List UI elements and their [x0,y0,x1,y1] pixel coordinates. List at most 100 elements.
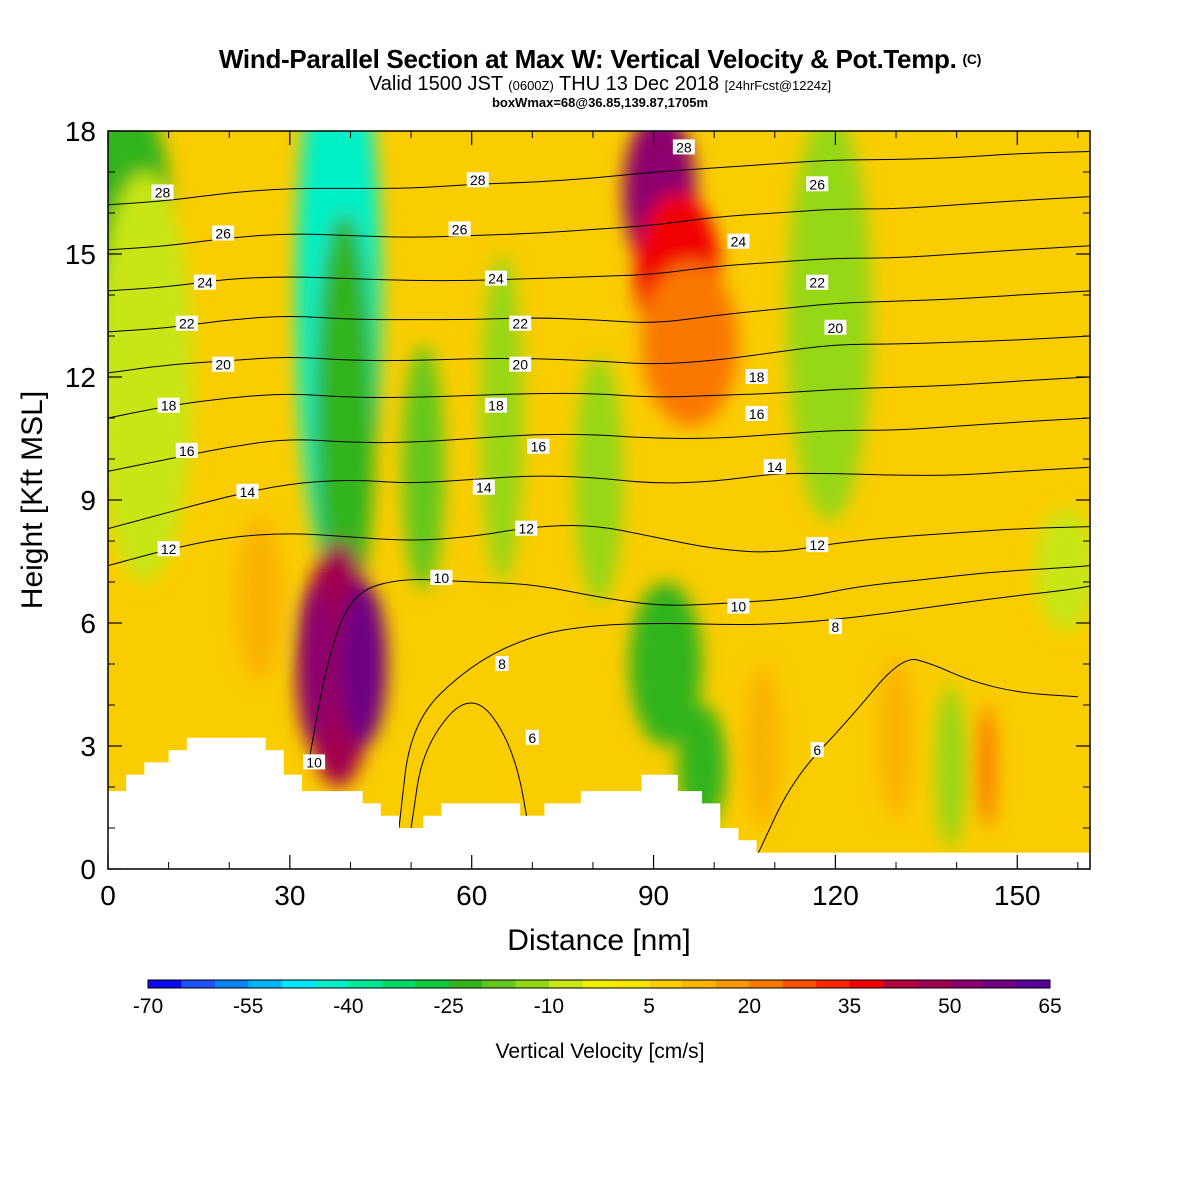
theta-contour-24-10 [108,245,1090,292]
contour-label-box-28 [745,405,768,421]
velocity-cell-5 [338,582,387,746]
contour-label-box-25 [806,274,829,290]
theta-contour-8-2 [398,585,1090,829]
contour-label-box-23 [727,233,750,249]
contour-label-3: 22 [179,316,195,332]
velocity-cell-10 [629,582,703,746]
field-blobs [108,131,1090,849]
velocity-cell-15 [786,131,872,521]
velocity-cell-21 [235,516,284,681]
contour-label-27: 18 [749,369,765,385]
contour-label-14: 18 [488,398,504,414]
velocity-cell-1 [314,213,375,623]
contour-label-5: 18 [161,398,177,414]
theta-contour-16-6 [108,417,1090,472]
chart-title: Wind-Parallel Section at Max W: Vertical… [0,44,1200,74]
contour-label-box-6 [175,442,198,458]
contour-label-30: 12 [809,537,825,553]
contour-label-box-13 [509,356,532,372]
y-tick-label-2: 6 [80,608,96,639]
valid-time-utc: (0600Z) [508,78,554,93]
theta-contour-10-3 [307,565,1090,767]
contour-label-4: 20 [215,357,231,373]
y-tick-label-1: 3 [80,731,96,762]
colorbar-swatch-12 [548,980,583,988]
y-tick-label-6: 18 [65,116,96,147]
contour-label-16: 14 [476,480,492,496]
contour-label-box-22 [672,139,695,155]
contour-label-10: 26 [452,221,468,237]
x-tick-label-1: 30 [274,880,305,911]
velocity-cell-20 [1035,508,1090,632]
colorbar-swatch-4 [281,980,316,988]
colorbar-label: Vertical Velocity [cm/s] [496,1040,705,1063]
colorbar-tick-5: 5 [643,995,655,1018]
colorbar-swatch-25 [983,980,1018,988]
contour-label-2: 24 [197,275,213,291]
x-tick-label-2: 60 [456,880,487,911]
axes: 0 30 60 90 120 150 0 3 6 9 12 15 18 [65,116,1090,911]
colorbar-swatch-7 [381,980,416,988]
contour-label-23: 24 [731,234,747,250]
contour-label-box-1 [212,225,235,241]
contour-label-box-11 [484,270,507,286]
pot-temp-contours [108,151,1090,857]
contour-label-box-19 [495,656,509,671]
contour-label-box-2 [193,274,216,290]
contour-label-1: 26 [215,226,231,242]
contour-label-7: 14 [240,484,256,500]
x-axis-label: Distance [nm] [507,924,690,957]
valid-time: Valid 1500 JST [368,73,503,95]
contour-label-box-17 [515,520,538,536]
contour-label-9: 28 [470,172,486,188]
velocity-cell-9 [574,356,624,603]
colorbar-swatch-16 [682,980,717,988]
x-tick-label-5: 150 [994,880,1041,911]
y-axis-label: Height [Kft MSL] [16,391,49,609]
velocity-cell-17 [977,705,997,828]
colorbar-tick-2: -40 [333,995,363,1018]
title-block: Wind-Parallel Section at Max W: Vertical… [0,44,1200,110]
contour-label-33: 6 [813,742,821,758]
y-tick-label-0: 0 [80,854,96,885]
colorbar-swatch-21 [849,980,884,988]
y-tick-label-4: 12 [65,362,96,393]
contour-label-box-21 [303,754,326,770]
x-tick-label-3: 90 [638,880,669,911]
contour-label-0: 28 [155,185,171,201]
velocity-cell-16 [935,684,966,849]
contour-label-20: 6 [528,730,536,746]
velocity-cell-18 [744,664,781,828]
contour-label-box-4 [212,356,235,372]
theta-contour-6-1 [756,658,1078,857]
x-tick-label-4: 120 [812,880,859,911]
colorbar-swatch-22 [882,980,917,988]
contour-label-box-8 [157,541,180,557]
colorbar-swatch-17 [715,980,750,988]
colorbar-tick-0: -70 [133,995,163,1018]
contour-label-24: 26 [809,176,825,192]
contour-label-15: 16 [531,439,547,455]
contour-label-11: 24 [488,271,504,287]
colorbar-swatch-1 [181,980,216,988]
contour-label-box-24 [806,176,829,192]
theta-contour-18-7 [108,376,1090,419]
theta-contour-12-4 [108,524,1090,567]
contour-label-26: 20 [828,320,844,336]
colorbar-swatch-18 [749,980,784,988]
velocity-cell-6 [295,582,333,746]
velocity-cell-19 [877,655,915,820]
y-tick-label-5: 15 [65,239,96,270]
colorbar-tick-7: 35 [838,995,861,1018]
colorbar-swatch-19 [782,980,817,988]
x-tick-label-0: 0 [100,880,116,911]
contour-label-8: 12 [161,541,177,557]
colorbar-swatch-0 [148,980,182,988]
colorbar: -70 -55 -40 -25 -10 5 20 35 50 65 [133,979,1062,1018]
contour-label-box-10 [448,221,471,237]
contour-labels: 28 26 24 22 20 18 16 14 12 28 26 24 22 20 18 16 14 12 10 8 6… [151,139,847,770]
terrain [108,737,1090,869]
colorbar-swatch-15 [649,980,684,988]
contour-label-box-7 [236,483,259,499]
